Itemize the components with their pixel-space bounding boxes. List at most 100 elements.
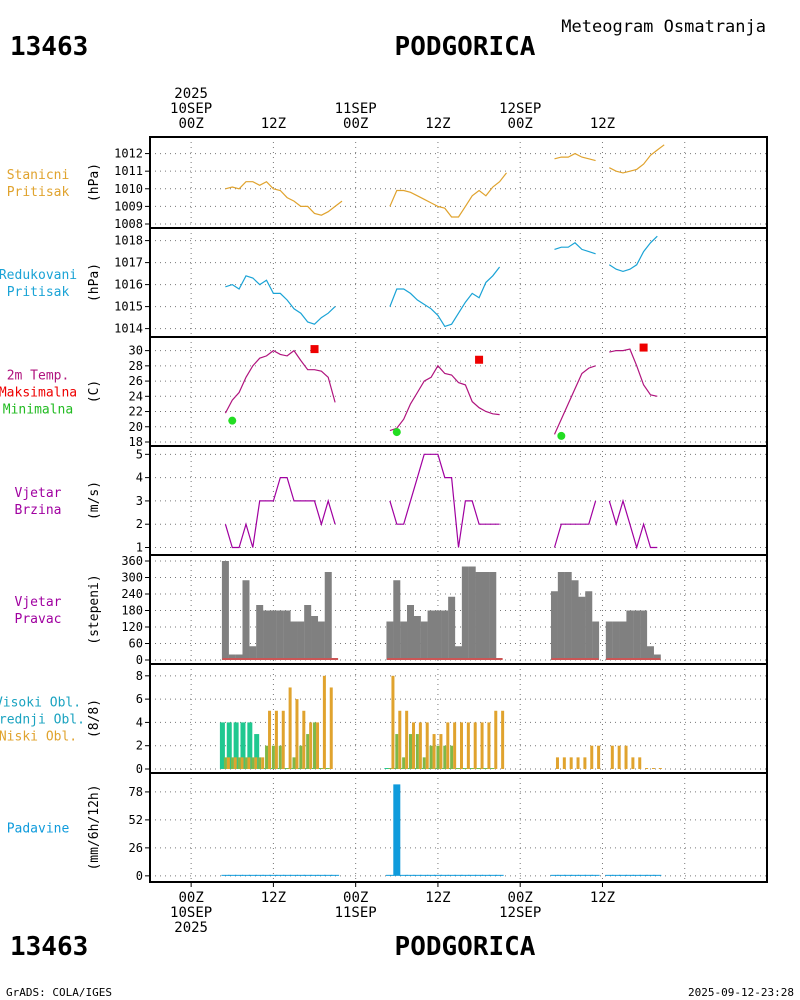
series-line (554, 152, 596, 162)
y-tick-label: 18 (129, 435, 143, 449)
precip-bar (399, 874, 408, 876)
y-tick-label: 1017 (114, 256, 143, 270)
series-line (225, 180, 343, 216)
precip-bar (413, 874, 422, 876)
cloud-bar-mid (491, 768, 495, 769)
cloud-bar-high (226, 722, 232, 769)
y-tick-label: 6 (136, 692, 143, 706)
y-tick-label: 3 (136, 494, 143, 508)
cloud-bar-low (631, 757, 635, 769)
cloud-bar-mid (450, 745, 454, 769)
series-line (609, 348, 658, 397)
top-axis-label: 10SEP (170, 101, 212, 117)
wind-direction-bar (242, 580, 250, 660)
cloud-bar-mid (457, 768, 460, 769)
precip-bar (646, 874, 655, 876)
top-axis-label: 12SEP (499, 101, 541, 117)
y-tick-label: 1011 (114, 164, 143, 178)
wind-direction-bar (578, 596, 586, 660)
cloud-bar-mid (251, 757, 255, 769)
precip-bar (248, 874, 257, 876)
wind-direction-bar (605, 621, 613, 660)
wind-direction-bar (564, 572, 572, 660)
precip-bar (612, 874, 621, 876)
station-name-top: PODGORICA (395, 32, 536, 62)
wind-direction-bar (550, 591, 558, 660)
y-tick-label: 1 (136, 541, 143, 555)
wind-direction-bar (482, 572, 490, 660)
cloud-bar-low (645, 768, 649, 769)
cloud-bar-low (651, 768, 655, 769)
wind-direction-bar (653, 654, 661, 660)
y-tick-label: 2 (136, 739, 143, 753)
precip-bar (393, 784, 401, 876)
cloud-bar-low (453, 722, 457, 769)
precip-bar (605, 874, 614, 876)
precip-bar (427, 874, 436, 876)
cloud-bar-low (555, 757, 559, 769)
y-tick-label: 22 (129, 405, 143, 419)
y-tick-label: 1012 (114, 147, 143, 161)
precip-bar (385, 874, 394, 876)
cloud-bar-low (501, 710, 505, 769)
cloud-bar-low (322, 675, 326, 769)
wind-direction-bar (434, 610, 442, 660)
cloud-bar-mid (265, 745, 269, 769)
cloud-bar-low (576, 757, 580, 769)
cloud-bar-high (240, 722, 246, 769)
y-tick-label: 360 (121, 554, 143, 568)
y-tick-label: 26 (129, 841, 143, 855)
panel-clouds (145, 663, 768, 774)
y-tick-label: 1015 (114, 300, 143, 314)
wind-direction-bar (283, 610, 291, 660)
wind-direction-bar (249, 646, 257, 660)
series-line (553, 365, 596, 435)
y-tick-label: 300 (121, 571, 143, 585)
panel-unit: (stepeni) (87, 574, 102, 644)
precip-bar (653, 874, 662, 876)
cloud-bar-mid (388, 768, 392, 769)
wind-direction-bar (311, 616, 319, 660)
y-tick-label: 20 (129, 420, 143, 434)
cloud-bar-low (391, 675, 395, 769)
panel-temperature (145, 336, 768, 447)
plot-area: 10081009101010111012(hPa)StanicniPritisa… (0, 86, 768, 936)
precip-bar (296, 874, 305, 876)
cloud-bar-low (398, 710, 402, 769)
series-line (389, 453, 500, 548)
wind-direction-bar (276, 610, 284, 660)
top-axis-label: 12Z (261, 116, 286, 132)
wind-direction-bar (475, 572, 483, 660)
panel-label: Minimalna (3, 403, 73, 418)
cloud-bar-low (261, 757, 265, 769)
cloud-bar-low (405, 710, 409, 769)
series-line (608, 235, 658, 273)
cloud-bar-mid (470, 768, 474, 769)
cloud-bar-mid (278, 745, 282, 769)
cloud-bar-low (610, 745, 614, 769)
wind-direction-bar (626, 610, 634, 660)
wind-direction-bar (585, 591, 593, 660)
panel-label: Pravac (15, 612, 62, 627)
precip-bar (228, 874, 237, 876)
wind-direction-bar (304, 605, 312, 660)
top-axis-label: 00Z (508, 116, 533, 132)
cloud-bar-low (590, 745, 594, 769)
y-tick-label: 1018 (114, 234, 143, 248)
precip-bar (619, 874, 628, 876)
cloud-bar-low (288, 687, 292, 769)
cloud-bar-low (240, 757, 244, 769)
station-name-bottom: PODGORICA (395, 932, 536, 962)
cloud-bar-low (466, 722, 470, 769)
panel-label: Pritisak (7, 285, 70, 300)
y-tick-label: 8 (136, 669, 143, 683)
cloud-bar-mid (230, 757, 234, 769)
top-axis-label: 11SEP (335, 101, 377, 117)
cloud-bar-low (638, 757, 642, 769)
y-tick-label: 180 (121, 604, 143, 618)
series-line (224, 477, 336, 549)
cloud-bar-mid (237, 757, 241, 769)
panel-label: Brzina (15, 503, 62, 518)
bottom-axis-label: 11SEP (335, 905, 377, 921)
y-tick-label: 2 (136, 517, 143, 531)
